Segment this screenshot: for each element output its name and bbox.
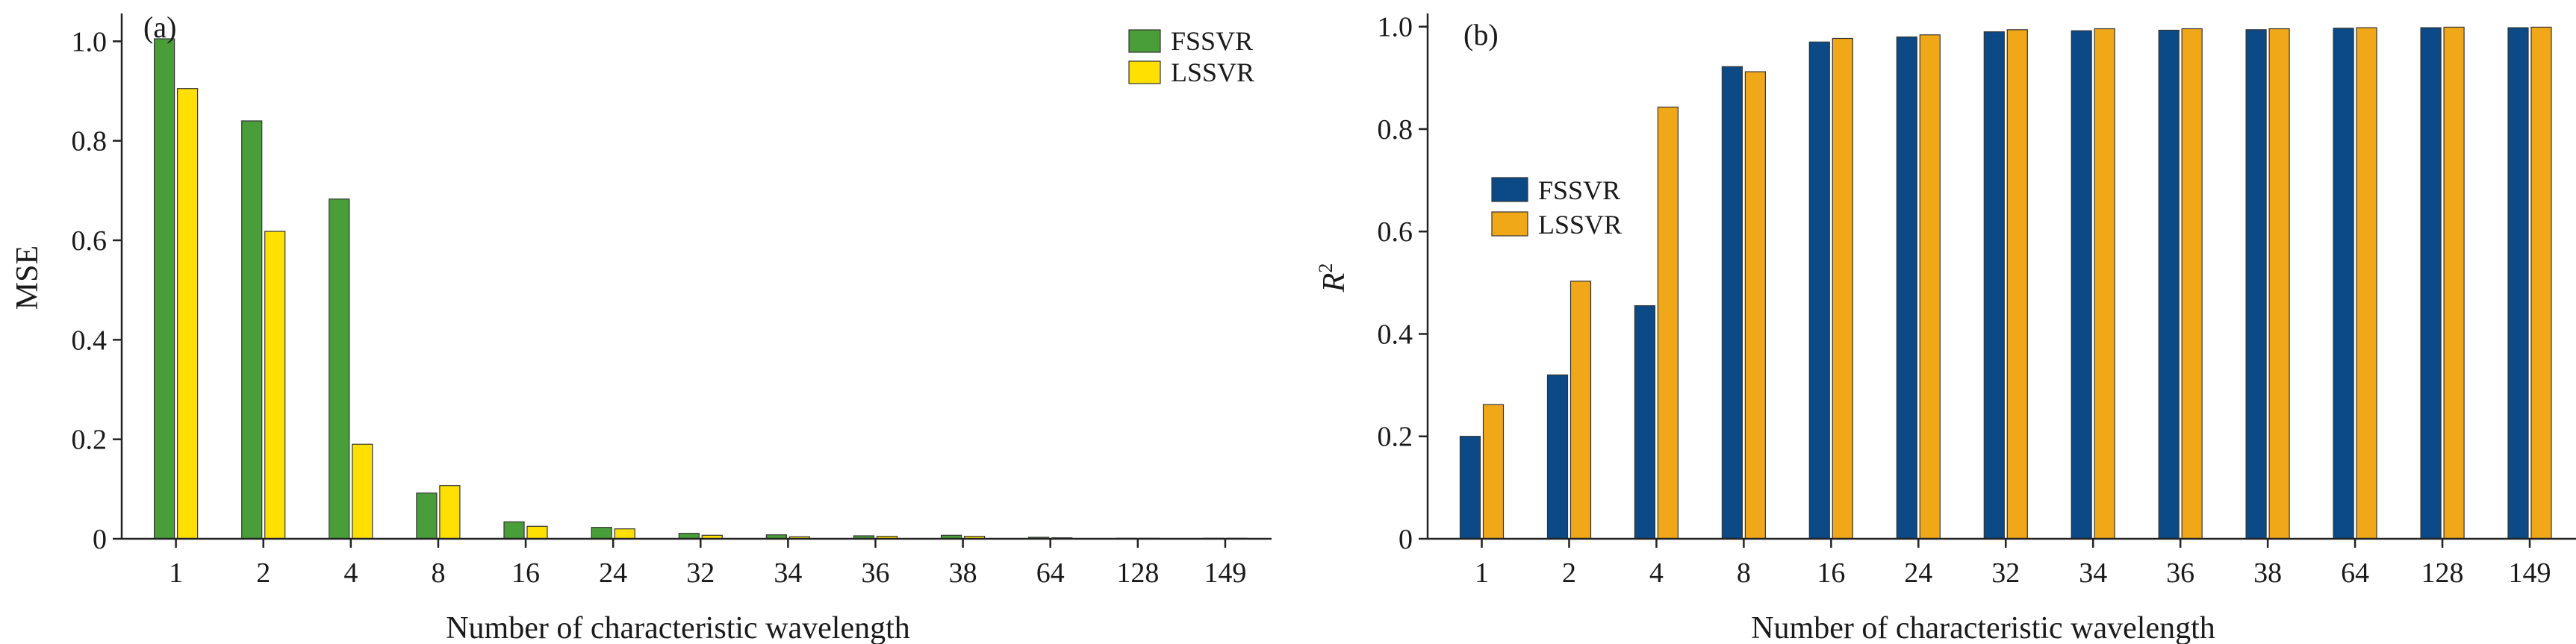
x-tick-label: 34 — [2079, 557, 2107, 589]
bar-lssvr-4 — [1657, 106, 1679, 540]
y-axis-title: R2 — [1315, 263, 1351, 293]
bar-fssvr-38 — [2245, 29, 2267, 540]
bar-lssvr-8 — [439, 485, 461, 540]
y-tick-label: 0.2 — [72, 425, 108, 456]
x-tick-label: 32 — [686, 557, 715, 589]
bar-fssvr-34 — [2071, 30, 2092, 540]
bar-fssvr-24 — [1896, 36, 1917, 540]
chart-panel-b: 00.20.40.60.81.01 2 4 8 16 24 32 34 36 38 64 128 149… — [1315, 12, 2576, 644]
bar-lssvr-64 — [2356, 27, 2377, 540]
x-tick-label: 36 — [2166, 557, 2194, 589]
bar-fssvr-32 — [1983, 31, 2005, 540]
x-tick-label: 32 — [1991, 557, 2020, 589]
x-tick-label: 16 — [511, 557, 540, 589]
bar-fssvr-1 — [154, 38, 175, 540]
x-tick-label: 64 — [2341, 557, 2369, 589]
bar-fssvr-1 — [1459, 436, 1481, 540]
bar-fssvr-16 — [1808, 41, 1830, 540]
x-tick-label: 24 — [1904, 557, 1932, 589]
x-tick-label: 8 — [431, 557, 445, 589]
x-tick-label: 38 — [2253, 557, 2282, 589]
bar-lssvr-36 — [2181, 28, 2203, 540]
bar-fssvr-64 — [2333, 28, 2354, 540]
x-tick-label: 2 — [256, 557, 270, 589]
bar-fssvr-16 — [503, 521, 525, 540]
bar-fssvr-2 — [1546, 374, 1569, 540]
bar-fssvr-8 — [416, 493, 438, 540]
y-tick-label: 0 — [93, 524, 107, 555]
bar-lssvr-128 — [2443, 26, 2465, 540]
bar-lssvr-8 — [1744, 71, 1766, 540]
x-tick-label: 64 — [1036, 557, 1065, 589]
bar-lssvr-16 — [526, 525, 548, 540]
legend-label-lssvr: LSSVR — [1538, 210, 1622, 240]
x-axis-title: Number of characteristic wavelength — [446, 611, 910, 644]
x-tick-label: 1 — [169, 557, 183, 589]
bar-lssvr-38 — [2268, 28, 2290, 540]
x-tick-label: 2 — [1562, 557, 1576, 589]
bar-fssvr-2 — [241, 120, 263, 540]
x-tick-label: 149 — [2509, 557, 2551, 589]
bar-lssvr-2 — [264, 231, 286, 540]
x-tick-label: 128 — [1116, 557, 1159, 589]
y-axis-title: MSE — [10, 246, 45, 310]
x-tick-label: 24 — [599, 557, 627, 589]
bar-lssvr-34 — [2094, 28, 2115, 540]
x-tick-label: 16 — [1817, 557, 1845, 589]
legend-swatch-fssvr — [1491, 177, 1528, 202]
bar-fssvr-149 — [2507, 27, 2529, 540]
x-tick-label: 36 — [861, 557, 889, 589]
legend-label-lssvr: LSSVR — [1171, 57, 1254, 87]
panel-label: (a) — [143, 10, 176, 44]
legend-label-fssvr: FSSVR — [1538, 175, 1620, 205]
x-tick-label: 128 — [2421, 557, 2464, 589]
y-tick-label: 0.8 — [72, 126, 108, 157]
y-tick-label: 1.0 — [72, 26, 108, 57]
bar-fssvr-4 — [329, 198, 350, 540]
y-tick-label: 0.4 — [72, 325, 108, 356]
x-tick-label: 38 — [949, 557, 977, 589]
bar-lssvr-24 — [1919, 34, 1941, 540]
y-tick-label: 0.6 — [1378, 216, 1413, 248]
y-tick-label: 0.2 — [1378, 422, 1413, 453]
y-tick-label: 0.6 — [72, 225, 108, 257]
bar-lssvr-1 — [177, 88, 199, 540]
y-tick-label: 0.8 — [1378, 114, 1413, 146]
bar-fssvr-24 — [591, 527, 612, 540]
panel-label: (b) — [1463, 18, 1499, 51]
x-tick-label: 34 — [774, 557, 802, 589]
bar-fssvr-36 — [2158, 29, 2180, 540]
bar-lssvr-149 — [2530, 26, 2552, 540]
legend-swatch-fssvr — [1128, 29, 1161, 53]
y-tick-label: 0.4 — [1378, 319, 1413, 350]
y-tick-label: 0 — [1399, 524, 1413, 555]
chart-panel-a: 00.20.40.60.81.01 2 4 8 16 24 32 34 36 38 64 128 149… — [10, 10, 1272, 644]
x-tick-label: 4 — [1649, 557, 1664, 589]
y-tick-label: 1.0 — [1378, 12, 1413, 43]
x-tick-label: 8 — [1737, 557, 1751, 589]
legend-swatch-lssvr — [1491, 211, 1528, 237]
x-tick-label: 1 — [1475, 557, 1489, 589]
bar-fssvr-128 — [2420, 27, 2442, 540]
x-tick-label: 4 — [343, 557, 358, 589]
bar-lssvr-24 — [614, 528, 635, 540]
bar-lssvr-1 — [1482, 404, 1505, 540]
x-axis-title: Number of characteristic wavelength — [1751, 611, 2215, 644]
bar-lssvr-16 — [1832, 37, 1853, 540]
bar-fssvr-4 — [1634, 305, 1655, 540]
x-tick-label: 149 — [1204, 557, 1246, 589]
legend-swatch-lssvr — [1128, 60, 1161, 84]
bar-fssvr-8 — [1721, 66, 1743, 540]
legend-label-fssvr: FSSVR — [1171, 26, 1253, 56]
bar-lssvr-32 — [2006, 29, 2028, 540]
bar-lssvr-2 — [1569, 281, 1592, 540]
bar-lssvr-4 — [352, 443, 373, 540]
